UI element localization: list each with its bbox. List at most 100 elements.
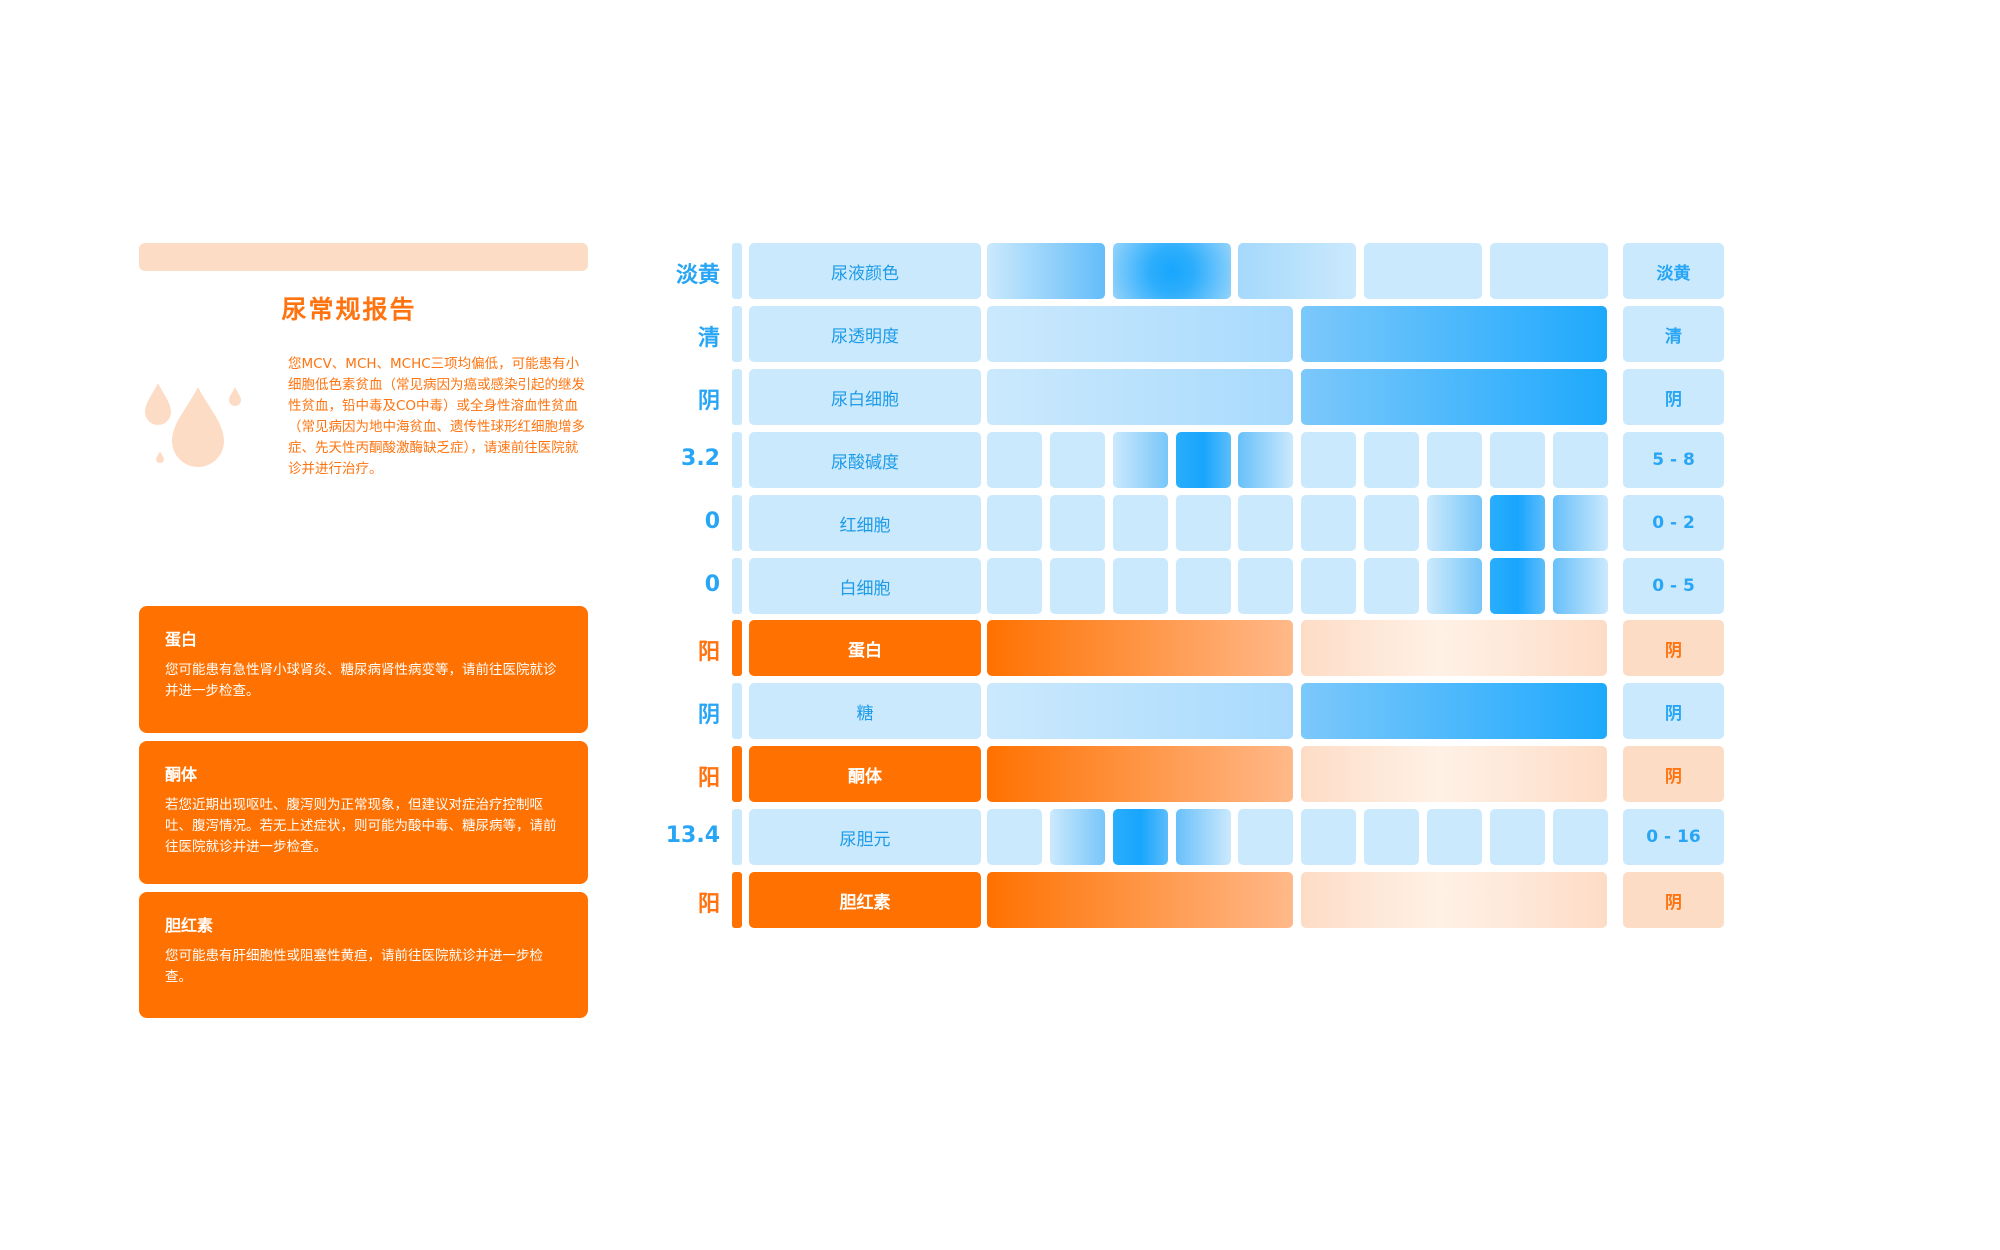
range-cell bbox=[1238, 243, 1356, 299]
row-marker bbox=[732, 620, 742, 676]
range-cell bbox=[1364, 243, 1482, 299]
test-name: 红细胞 bbox=[749, 495, 981, 551]
result-value: 阳 bbox=[697, 640, 720, 665]
range-cell bbox=[1050, 495, 1105, 551]
range-cell bbox=[1301, 746, 1607, 802]
report-title: 尿常规报告 bbox=[281, 295, 417, 324]
card-title: 胆红素 bbox=[165, 916, 214, 935]
card-bilirubin: 胆红素 您可能患有肝细胞性或阻塞性黄疸，请前往医院就诊并进一步检查。 bbox=[139, 892, 588, 1018]
result-value: 淡黄 bbox=[675, 263, 720, 288]
range-cell bbox=[1050, 432, 1105, 488]
card-text: 若您近期出现呕吐、腹泻则为正常现象，但建议对症治疗控制呕吐、腹泻情况。若无上述症… bbox=[165, 797, 557, 855]
test-name: 白细胞 bbox=[749, 558, 981, 614]
reference-range: 阴 bbox=[1623, 683, 1724, 739]
range-cell bbox=[1427, 558, 1482, 614]
card-ketone: 酮体 若您近期出现呕吐、腹泻则为正常现象，但建议对症治疗控制呕吐、腹泻情况。若无… bbox=[139, 741, 588, 884]
range-cell bbox=[1301, 620, 1607, 676]
range-cell bbox=[987, 809, 1042, 865]
result-value: 13.4 bbox=[665, 823, 720, 848]
reference-range: 0 - 16 bbox=[1623, 809, 1724, 865]
row-marker bbox=[732, 683, 742, 739]
test-name: 糖 bbox=[749, 683, 981, 739]
range-cell bbox=[1301, 432, 1356, 488]
range-cell bbox=[1364, 809, 1419, 865]
row-marker bbox=[732, 306, 742, 362]
range-cell bbox=[1050, 558, 1105, 614]
range-cell bbox=[1238, 432, 1293, 488]
range-cell bbox=[1490, 809, 1545, 865]
range-cell bbox=[1176, 558, 1231, 614]
row-marker bbox=[732, 432, 742, 488]
reference-range: 阴 bbox=[1623, 369, 1724, 425]
range-cell bbox=[1427, 432, 1482, 488]
reference-range: 淡黄 bbox=[1623, 243, 1724, 299]
range-cell bbox=[1176, 495, 1231, 551]
range-cell bbox=[1238, 558, 1293, 614]
range-cell bbox=[1301, 495, 1356, 551]
result-value: 阳 bbox=[697, 892, 720, 917]
range-cell bbox=[1176, 809, 1231, 865]
test-name: 胆红素 bbox=[749, 872, 981, 928]
test-name: 尿胆元 bbox=[749, 809, 981, 865]
range-cell bbox=[1364, 558, 1419, 614]
range-cell bbox=[1113, 558, 1168, 614]
row-marker bbox=[732, 809, 742, 865]
range-cell bbox=[1427, 809, 1482, 865]
reference-range: 阴 bbox=[1623, 872, 1724, 928]
range-cell bbox=[1364, 495, 1419, 551]
reference-range: 0 - 2 bbox=[1623, 495, 1724, 551]
range-cell bbox=[1490, 558, 1545, 614]
range-cell bbox=[1427, 495, 1482, 551]
test-name: 尿酸碱度 bbox=[749, 432, 981, 488]
summary-text: 您MCV、MCH、MCHC三项均偏低，可能患有小细胞低色素贫血（常见病因为癌或感… bbox=[288, 356, 585, 477]
range-cell bbox=[1113, 432, 1168, 488]
range-cell bbox=[1553, 432, 1608, 488]
result-value: 0 bbox=[704, 509, 720, 534]
range-cell bbox=[1113, 495, 1168, 551]
reference-range: 阴 bbox=[1623, 620, 1724, 676]
range-cell bbox=[1050, 809, 1105, 865]
range-cell bbox=[1553, 558, 1608, 614]
range-cell bbox=[1301, 809, 1356, 865]
row-marker bbox=[732, 369, 742, 425]
row-marker bbox=[732, 243, 742, 299]
result-value: 阳 bbox=[697, 766, 720, 791]
range-cell bbox=[987, 306, 1293, 362]
reference-range: 5 - 8 bbox=[1623, 432, 1724, 488]
range-cell bbox=[987, 495, 1042, 551]
row-marker bbox=[732, 495, 742, 551]
water-drops-icon bbox=[138, 375, 248, 475]
reference-range: 阴 bbox=[1623, 746, 1724, 802]
reference-range: 0 - 5 bbox=[1623, 558, 1724, 614]
card-title: 蛋白 bbox=[165, 630, 198, 649]
range-cell bbox=[1238, 495, 1293, 551]
range-cell bbox=[1490, 495, 1545, 551]
range-cell bbox=[1364, 432, 1419, 488]
range-cell bbox=[1553, 809, 1608, 865]
range-cell bbox=[987, 746, 1293, 802]
card-protein: 蛋白 您可能患有急性肾小球肾炎、糖尿病肾性病变等，请前往医院就诊并进一步检查。 bbox=[139, 606, 588, 733]
range-cell bbox=[1301, 369, 1607, 425]
range-cell bbox=[1301, 872, 1607, 928]
range-cell bbox=[1238, 809, 1293, 865]
summary-header-bar bbox=[139, 243, 588, 271]
result-value: 阴 bbox=[697, 389, 720, 414]
result-value: 0 bbox=[704, 572, 720, 597]
result-value: 3.2 bbox=[681, 446, 720, 471]
row-marker bbox=[732, 558, 742, 614]
row-marker bbox=[732, 746, 742, 802]
range-cell bbox=[987, 369, 1293, 425]
range-cell bbox=[1113, 243, 1231, 299]
test-name: 尿白细胞 bbox=[749, 369, 981, 425]
range-cell bbox=[987, 243, 1105, 299]
range-cell bbox=[987, 432, 1042, 488]
test-name: 尿液颜色 bbox=[749, 243, 981, 299]
range-cell bbox=[987, 683, 1293, 739]
card-text: 您可能患有急性肾小球肾炎、糖尿病肾性病变等，请前往医院就诊并进一步检查。 bbox=[165, 662, 557, 699]
range-cell bbox=[987, 558, 1042, 614]
reference-range: 清 bbox=[1623, 306, 1724, 362]
result-value: 清 bbox=[697, 326, 720, 351]
range-cell bbox=[1301, 306, 1607, 362]
result-value: 阴 bbox=[697, 703, 720, 728]
card-title: 酮体 bbox=[165, 765, 198, 784]
